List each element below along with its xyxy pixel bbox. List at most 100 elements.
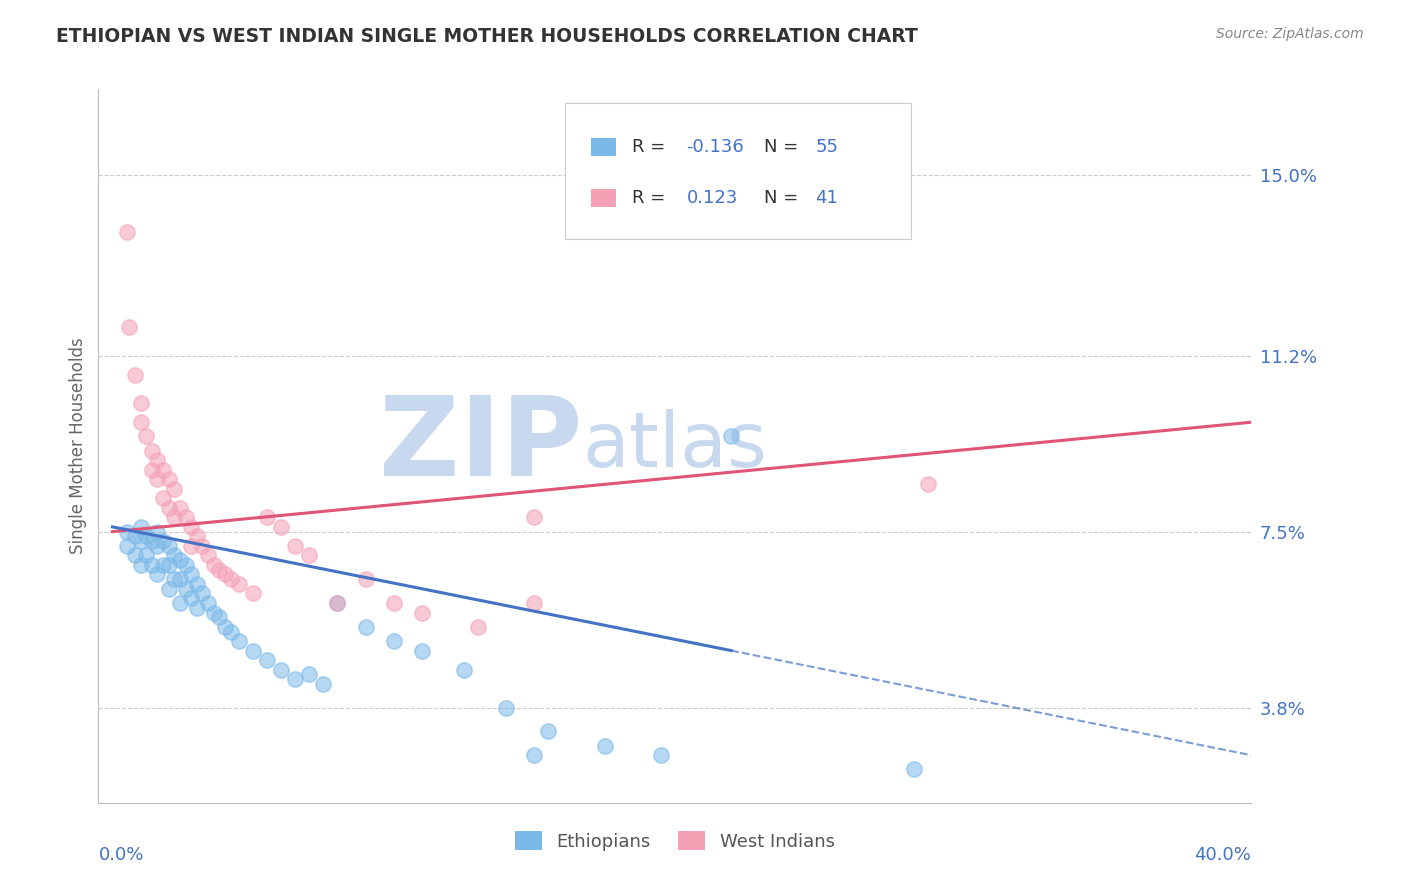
Y-axis label: Single Mother Households: Single Mother Households	[69, 338, 87, 554]
Point	[495, 700, 517, 714]
Point	[650, 748, 672, 763]
Point	[129, 534, 152, 549]
Point	[115, 524, 138, 539]
Point	[180, 567, 202, 582]
Point	[298, 549, 321, 563]
Point	[186, 600, 208, 615]
Point	[163, 549, 186, 563]
Point	[124, 549, 146, 563]
Point	[157, 539, 180, 553]
FancyBboxPatch shape	[591, 137, 616, 156]
Point	[256, 653, 278, 667]
Point	[354, 572, 377, 586]
Point	[326, 596, 349, 610]
Point	[157, 472, 180, 486]
Point	[197, 596, 219, 610]
Point	[382, 634, 405, 648]
Point	[157, 558, 180, 572]
Point	[129, 520, 152, 534]
Text: atlas: atlas	[582, 409, 768, 483]
Point	[146, 567, 169, 582]
Point	[242, 643, 264, 657]
Point	[228, 634, 250, 648]
FancyBboxPatch shape	[565, 103, 911, 239]
Point	[129, 558, 152, 572]
Point	[169, 500, 191, 515]
Point	[152, 463, 174, 477]
Point	[467, 620, 489, 634]
Point	[146, 524, 169, 539]
Point	[169, 596, 191, 610]
Point	[453, 663, 475, 677]
Legend: Ethiopians, West Indians: Ethiopians, West Indians	[508, 824, 842, 858]
Text: 40.0%: 40.0%	[1195, 846, 1251, 863]
Point	[129, 415, 152, 429]
Point	[152, 558, 174, 572]
Point	[191, 539, 214, 553]
Point	[312, 677, 335, 691]
Point	[191, 586, 214, 600]
Point	[186, 577, 208, 591]
Text: 0.123: 0.123	[686, 189, 738, 207]
Text: 41: 41	[815, 189, 838, 207]
Point	[326, 596, 349, 610]
Point	[163, 572, 186, 586]
Point	[163, 482, 186, 496]
Point	[180, 520, 202, 534]
Point	[411, 606, 433, 620]
Point	[146, 453, 169, 467]
Point	[720, 429, 742, 443]
Point	[523, 510, 546, 524]
Point	[593, 739, 616, 753]
Point	[157, 582, 180, 596]
Point	[197, 549, 219, 563]
Point	[219, 624, 242, 639]
Text: R =: R =	[633, 189, 671, 207]
Point	[115, 225, 138, 239]
Point	[208, 610, 231, 624]
Point	[141, 463, 163, 477]
Point	[411, 643, 433, 657]
Text: R =: R =	[633, 138, 671, 156]
Point	[141, 443, 163, 458]
Point	[146, 539, 169, 553]
Point	[174, 558, 197, 572]
Point	[135, 429, 157, 443]
Point	[124, 529, 146, 543]
Point	[146, 472, 169, 486]
Text: ZIP: ZIP	[380, 392, 582, 500]
Text: ETHIOPIAN VS WEST INDIAN SINGLE MOTHER HOUSEHOLDS CORRELATION CHART: ETHIOPIAN VS WEST INDIAN SINGLE MOTHER H…	[56, 27, 918, 45]
Text: N =: N =	[763, 138, 804, 156]
Point	[141, 558, 163, 572]
Point	[298, 667, 321, 681]
Text: 55: 55	[815, 138, 838, 156]
Point	[284, 539, 307, 553]
Point	[202, 558, 225, 572]
Point	[537, 724, 560, 739]
Point	[270, 520, 292, 534]
Point	[523, 748, 546, 763]
Point	[129, 396, 152, 410]
Point	[152, 534, 174, 549]
Text: N =: N =	[763, 189, 804, 207]
Point	[208, 563, 231, 577]
Point	[917, 477, 939, 491]
Point	[214, 620, 236, 634]
Point	[354, 620, 377, 634]
Point	[523, 596, 546, 610]
Point	[219, 572, 242, 586]
Point	[135, 529, 157, 543]
Point	[903, 763, 925, 777]
Point	[135, 549, 157, 563]
Point	[214, 567, 236, 582]
Text: Source: ZipAtlas.com: Source: ZipAtlas.com	[1216, 27, 1364, 41]
Point	[118, 320, 141, 334]
Point	[382, 596, 405, 610]
Point	[256, 510, 278, 524]
Point	[174, 582, 197, 596]
Point	[157, 500, 180, 515]
Point	[124, 368, 146, 382]
Point	[115, 539, 138, 553]
Point	[270, 663, 292, 677]
Point	[284, 672, 307, 686]
